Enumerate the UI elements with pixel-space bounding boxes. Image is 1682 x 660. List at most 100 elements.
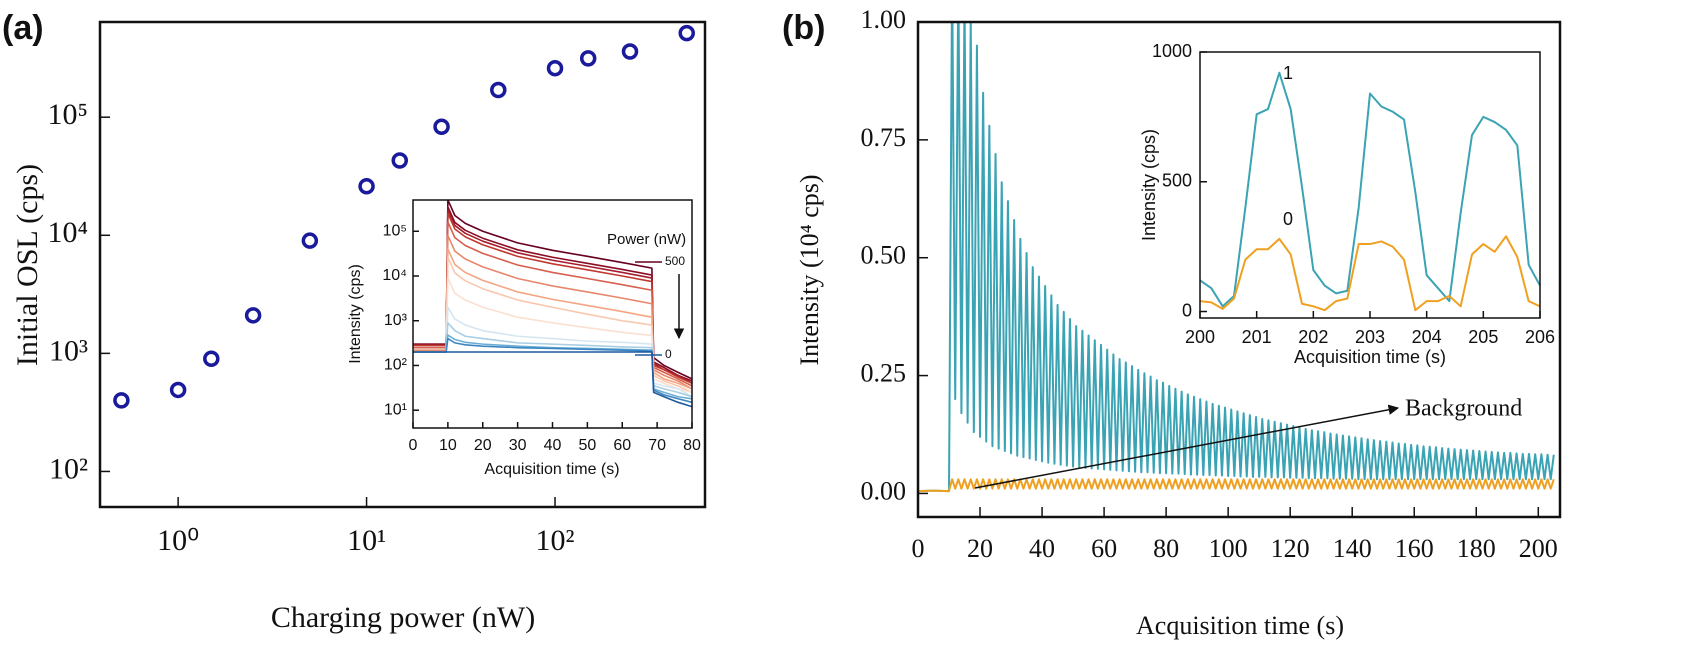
y-tick-label: 0.50 xyxy=(861,241,907,270)
axes-frame xyxy=(916,20,1562,519)
y-axis-title: Intensity (cps) xyxy=(347,264,364,364)
x-axis-title: Acquisition time (s) xyxy=(484,461,619,478)
y-tick-label: 10² xyxy=(49,452,88,485)
panel-label: (a) xyxy=(2,9,44,47)
y-tick-label: 10⁵ xyxy=(48,98,88,131)
y-tick-label: 10³ xyxy=(384,312,408,329)
y-tick-label: 10⁴ xyxy=(382,267,407,284)
data-line xyxy=(413,212,692,385)
data-line xyxy=(413,256,692,394)
data-line xyxy=(413,277,692,394)
y-tick-label: 1.00 xyxy=(861,5,907,34)
marker xyxy=(169,381,187,399)
data-line xyxy=(1200,71,1540,308)
y-tick-label: 0.00 xyxy=(861,476,907,505)
data-line xyxy=(918,478,1555,493)
data-line xyxy=(413,221,692,387)
x-tick-label: 0 xyxy=(912,534,925,563)
y-tick-label: 500 xyxy=(1162,171,1192,191)
data-line xyxy=(918,22,1555,493)
data-line xyxy=(1200,235,1540,312)
y-axis-title: Intensity (cps) xyxy=(1139,129,1159,241)
x-tick-label: 200 xyxy=(1519,534,1558,563)
legend-label: 0 xyxy=(665,347,672,361)
x-tick-label: 202 xyxy=(1298,327,1328,347)
annotation: Background xyxy=(1405,396,1522,422)
y-tick-label: 0.75 xyxy=(861,123,907,152)
x-tick-label: 40 xyxy=(544,437,562,454)
x-tick-label: 160 xyxy=(1395,534,1434,563)
data-line xyxy=(413,206,692,382)
marks xyxy=(413,200,692,408)
marker xyxy=(203,350,220,368)
marker xyxy=(391,152,409,169)
plot-area xyxy=(1200,52,1540,318)
y-tick-label: 1000 xyxy=(1152,41,1192,61)
x-tick-label: 0 xyxy=(409,437,418,454)
x-tick-label: 40 xyxy=(1029,534,1055,563)
y-axis-title: Intensity (10⁴ cps) xyxy=(795,174,824,365)
panel-label: (b) xyxy=(782,9,825,47)
x-axis-title: Acquisition time (s) xyxy=(1136,611,1344,640)
marker xyxy=(490,81,507,99)
marker xyxy=(113,392,130,409)
x-tick-label: 20 xyxy=(967,534,993,563)
y-tick-label: 10⁴ xyxy=(48,216,88,249)
marker xyxy=(433,118,450,136)
x-axis-title: Acquisition time (s) xyxy=(1294,347,1446,367)
x-tick-label: 204 xyxy=(1412,327,1442,347)
series-label: 1 xyxy=(1283,63,1293,83)
x-tick-label: 60 xyxy=(1091,534,1117,563)
plot-area xyxy=(413,200,692,428)
x-tick-label: 200 xyxy=(1185,327,1215,347)
x-tick-label: 180 xyxy=(1457,534,1496,563)
x-tick-label: 201 xyxy=(1242,327,1272,347)
legend-title: Power (nW) xyxy=(607,231,686,248)
x-tick-label: 30 xyxy=(509,437,527,454)
marker xyxy=(621,43,639,60)
chart-panel: 200 201 202 203 204 205 206 0 500 1000 Acquisition… xyxy=(1139,41,1555,367)
data-line xyxy=(413,337,692,404)
x-tick-label: 120 xyxy=(1271,534,1310,563)
chart-panel: 0 10 20 30 40 50 60 70 80 10¹ 10² 10³ 10⁴ 10⁵ Acquisit… xyxy=(347,199,701,478)
x-tick-label: 10 xyxy=(439,437,457,454)
x-tick-label: 10¹ xyxy=(347,524,386,557)
x-tick-label: 205 xyxy=(1468,327,1498,347)
marker xyxy=(301,232,319,249)
y-tick-label: 10² xyxy=(384,357,408,374)
y-tick-label: 10¹ xyxy=(384,401,407,418)
x-tick-label: 10⁰ xyxy=(157,524,199,557)
y-axis-title: Initial OSL (cps) xyxy=(11,164,44,366)
data-line xyxy=(413,248,692,390)
marker xyxy=(579,50,597,67)
marker xyxy=(358,178,375,195)
marks xyxy=(918,22,1555,493)
annotation-arrow xyxy=(974,404,1400,489)
x-tick-label: 20 xyxy=(474,437,492,454)
y-tick-label: 10⁵ xyxy=(383,222,407,239)
y-tick-label: 0 xyxy=(1182,300,1192,320)
x-tick-label: 206 xyxy=(1525,327,1555,347)
marker xyxy=(546,59,564,77)
x-tick-label: 100 xyxy=(1209,534,1248,563)
x-axis-title: Charging power (nW) xyxy=(271,601,535,634)
x-tick-label: 80 xyxy=(1153,534,1179,563)
marker xyxy=(244,307,262,324)
marker xyxy=(678,24,695,42)
series-label: 0 xyxy=(1283,209,1293,229)
y-tick-label: 10³ xyxy=(49,334,88,367)
x-tick-label: 140 xyxy=(1333,534,1372,563)
data-line xyxy=(413,321,692,398)
x-tick-label: 80 xyxy=(683,437,701,454)
axes-frame xyxy=(98,20,707,509)
x-tick-label: 50 xyxy=(578,437,596,454)
marks xyxy=(1200,71,1540,312)
x-tick-label: 203 xyxy=(1355,327,1385,347)
x-tick-label: 10² xyxy=(536,524,575,557)
data-line xyxy=(413,306,692,398)
legend-label: 500 xyxy=(665,254,685,268)
x-tick-label: 70 xyxy=(648,437,666,454)
data-line xyxy=(413,234,692,390)
